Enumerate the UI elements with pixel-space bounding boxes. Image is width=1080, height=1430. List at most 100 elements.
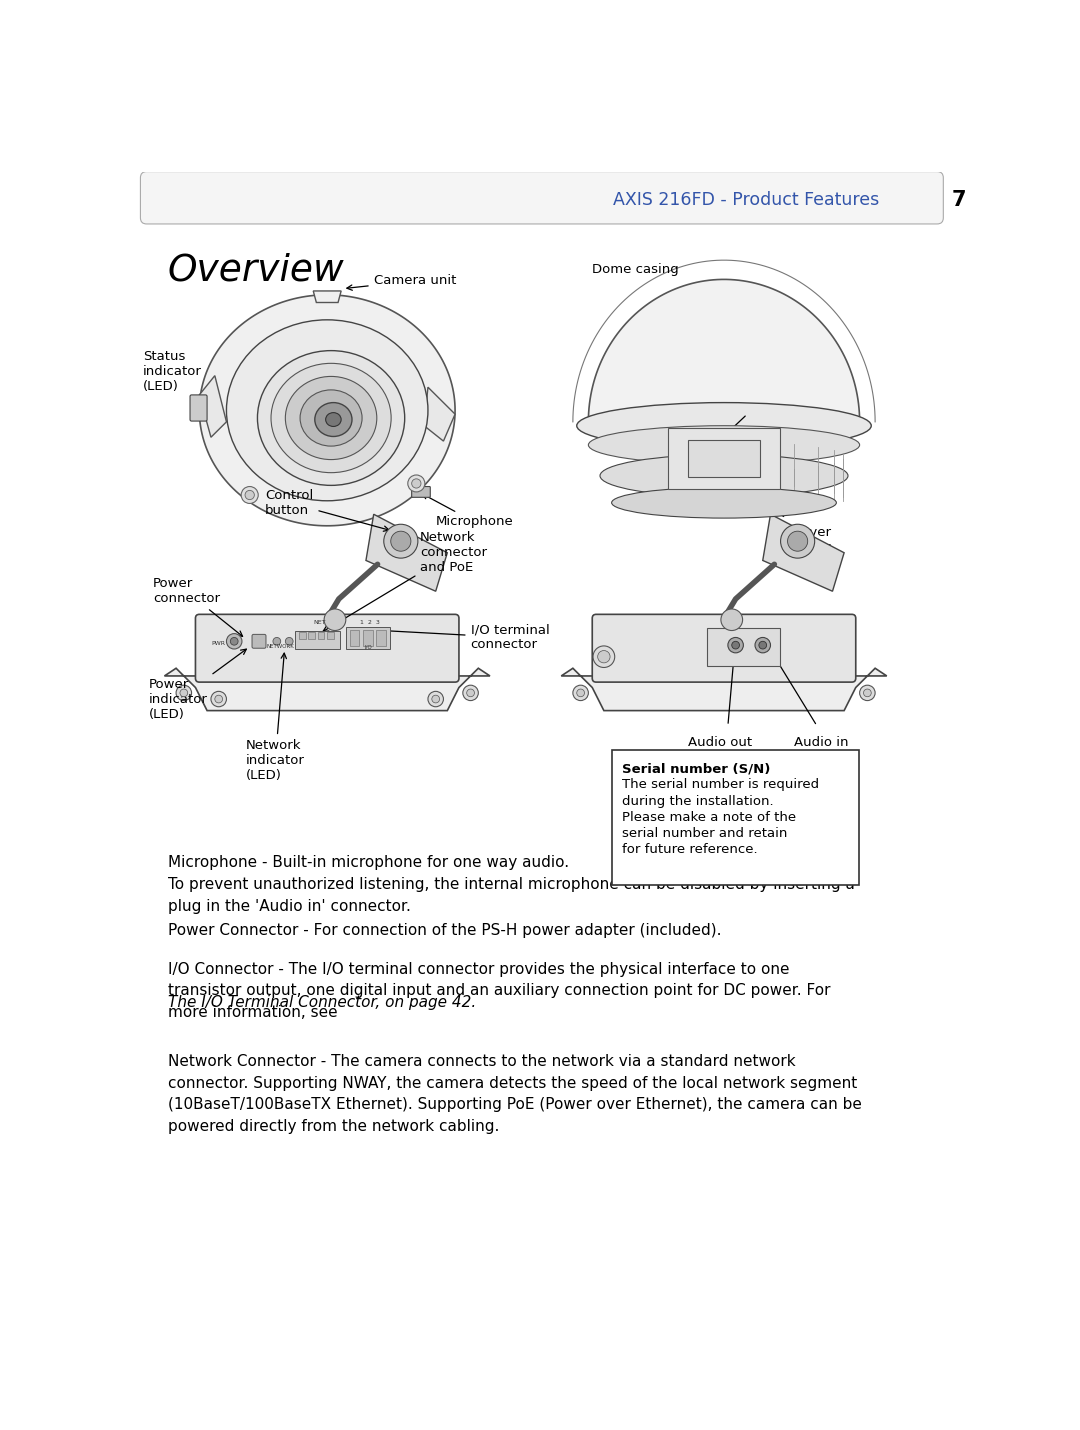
Text: PWR: PWR xyxy=(212,641,226,646)
Text: during the installation.: during the installation. xyxy=(622,795,773,808)
Text: Please make a note of the: Please make a note of the xyxy=(622,811,796,824)
FancyBboxPatch shape xyxy=(346,628,390,649)
Text: Serial number (S/N): Serial number (S/N) xyxy=(622,762,770,775)
Circle shape xyxy=(577,689,584,696)
Text: Power
indicator
(LED): Power indicator (LED) xyxy=(149,649,246,721)
FancyBboxPatch shape xyxy=(327,632,334,639)
Ellipse shape xyxy=(285,376,377,459)
Text: Audio out: Audio out xyxy=(688,736,752,749)
Circle shape xyxy=(597,651,610,664)
Text: Power Connector - For connection of the PS-H power adapter (included).: Power Connector - For connection of the … xyxy=(167,924,721,938)
Text: Microphone - Built-in microphone for one way audio.
To prevent unauthorized list: Microphone - Built-in microphone for one… xyxy=(167,855,854,914)
Text: I/O: I/O xyxy=(364,644,373,649)
Text: Dome casing: Dome casing xyxy=(592,263,679,276)
Polygon shape xyxy=(589,279,860,422)
Polygon shape xyxy=(164,668,490,711)
Polygon shape xyxy=(200,295,455,526)
Text: NET: NET xyxy=(313,619,326,625)
Text: 1  2  3: 1 2 3 xyxy=(360,619,380,625)
Circle shape xyxy=(273,638,281,645)
Circle shape xyxy=(227,633,242,649)
Text: NETWORK: NETWORK xyxy=(267,644,295,649)
FancyBboxPatch shape xyxy=(190,395,207,420)
Text: AXIS 216FD - Product Features: AXIS 216FD - Product Features xyxy=(612,192,879,209)
Circle shape xyxy=(781,525,814,558)
Ellipse shape xyxy=(314,403,352,436)
Text: I/O Connector - The I/O terminal connector provides the physical interface to on: I/O Connector - The I/O terminal connect… xyxy=(167,961,831,1020)
Polygon shape xyxy=(562,668,887,711)
Text: The serial number is required: The serial number is required xyxy=(622,778,819,791)
Circle shape xyxy=(759,641,767,649)
Circle shape xyxy=(860,685,875,701)
Text: Overview: Overview xyxy=(167,253,345,289)
Text: Power
connector: Power connector xyxy=(153,578,243,636)
Circle shape xyxy=(176,685,191,701)
Ellipse shape xyxy=(326,413,341,426)
Text: Status
indicator
(LED): Status indicator (LED) xyxy=(143,350,202,403)
Ellipse shape xyxy=(600,455,848,496)
Ellipse shape xyxy=(300,390,362,446)
FancyBboxPatch shape xyxy=(296,631,339,649)
Circle shape xyxy=(324,609,346,631)
Circle shape xyxy=(383,525,418,558)
Circle shape xyxy=(732,641,740,649)
Text: I/O terminal
connector: I/O terminal connector xyxy=(372,623,550,652)
Circle shape xyxy=(215,695,222,704)
FancyBboxPatch shape xyxy=(612,749,859,885)
FancyBboxPatch shape xyxy=(195,615,459,682)
FancyBboxPatch shape xyxy=(299,632,306,639)
Circle shape xyxy=(428,691,444,706)
FancyBboxPatch shape xyxy=(592,615,855,682)
Circle shape xyxy=(241,486,258,503)
Text: serial number and retain: serial number and retain xyxy=(622,827,787,839)
Circle shape xyxy=(180,689,188,696)
Circle shape xyxy=(211,691,227,706)
FancyBboxPatch shape xyxy=(377,631,386,646)
FancyBboxPatch shape xyxy=(308,632,315,639)
FancyBboxPatch shape xyxy=(363,631,373,646)
Ellipse shape xyxy=(271,363,391,473)
Circle shape xyxy=(285,638,293,645)
Polygon shape xyxy=(762,515,845,591)
Circle shape xyxy=(463,685,478,701)
Text: Network Connector - The camera connects to the network via a standard network
co: Network Connector - The camera connects … xyxy=(167,1054,862,1134)
Text: Camera unit: Camera unit xyxy=(347,275,456,290)
FancyBboxPatch shape xyxy=(318,632,324,639)
FancyBboxPatch shape xyxy=(411,486,430,498)
Circle shape xyxy=(408,475,424,492)
Text: Microphone: Microphone xyxy=(422,493,513,529)
FancyBboxPatch shape xyxy=(707,628,780,666)
FancyBboxPatch shape xyxy=(669,428,780,489)
Circle shape xyxy=(572,685,589,701)
Circle shape xyxy=(593,646,615,668)
Text: Network
connector
and PoE: Network connector and PoE xyxy=(323,532,487,632)
Text: 7: 7 xyxy=(951,190,967,210)
Circle shape xyxy=(787,531,808,551)
Text: Cover
plates: Cover plates xyxy=(793,526,833,553)
FancyBboxPatch shape xyxy=(252,635,266,648)
Polygon shape xyxy=(200,376,227,438)
Circle shape xyxy=(467,689,474,696)
FancyBboxPatch shape xyxy=(350,631,360,646)
Polygon shape xyxy=(366,515,447,591)
Ellipse shape xyxy=(257,350,405,485)
Circle shape xyxy=(230,638,238,645)
Polygon shape xyxy=(313,290,341,303)
Text: Control
button: Control button xyxy=(266,489,389,531)
Ellipse shape xyxy=(589,426,860,465)
Circle shape xyxy=(728,638,743,654)
Ellipse shape xyxy=(577,403,872,449)
Ellipse shape xyxy=(227,320,428,500)
Text: Audio in: Audio in xyxy=(794,736,848,749)
Ellipse shape xyxy=(611,488,836,518)
FancyBboxPatch shape xyxy=(688,439,760,478)
Circle shape xyxy=(391,531,410,551)
Circle shape xyxy=(755,638,770,654)
Circle shape xyxy=(245,490,255,499)
Text: for future reference.: for future reference. xyxy=(622,844,757,857)
Text: The I/O Terminal Connector, on page 42.: The I/O Terminal Connector, on page 42. xyxy=(167,995,476,1011)
Text: Network
indicator
(LED): Network indicator (LED) xyxy=(246,654,305,782)
Circle shape xyxy=(864,689,872,696)
FancyBboxPatch shape xyxy=(140,172,943,225)
Circle shape xyxy=(432,695,440,704)
